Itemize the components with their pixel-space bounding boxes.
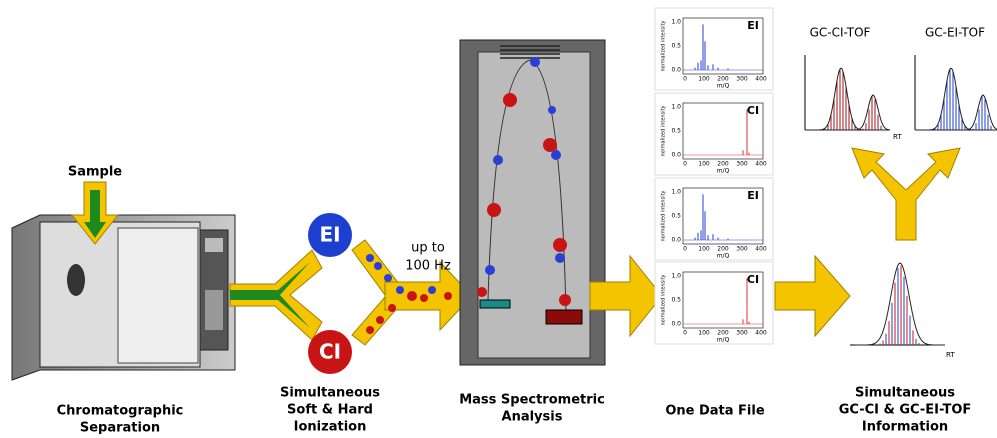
chrom-curve	[805, 94, 891, 131]
x-tick-label: 0	[683, 246, 687, 253]
spectrum-label: EI	[747, 189, 759, 202]
spectrum-axes	[682, 187, 764, 245]
result-label: Information	[862, 420, 948, 435]
spectrum-label: CI	[747, 273, 759, 286]
split-arrow-inner	[230, 262, 310, 328]
spectrum-label: EI	[747, 19, 759, 32]
y-tick-label: 0.5	[671, 213, 681, 220]
x-axis-label: m/Q	[717, 83, 730, 90]
y-tick-label: 1.0	[671, 104, 681, 111]
y-tick-label: 0.0	[671, 152, 681, 159]
ms-label: Analysis	[502, 410, 563, 425]
x-axis-label: m/Q	[717, 168, 730, 175]
y-axis-label: normalized intensity	[661, 105, 667, 156]
x-axis-label: m/Q	[717, 253, 730, 260]
rt-label: RT	[893, 133, 902, 141]
x-tick-label: 400	[755, 330, 767, 337]
spectrum-axes	[682, 17, 764, 75]
spectrum-panel	[654, 261, 774, 345]
x-tick-label: 300	[736, 76, 748, 83]
y-tick-label: 0.0	[671, 237, 681, 244]
x-tick-label: 300	[736, 161, 748, 168]
y-tick-label: 0.0	[671, 67, 681, 74]
ionization-label: Soft & Hard	[287, 403, 373, 418]
y-tick-label: 0.5	[671, 43, 681, 50]
x-tick-label: 200	[717, 330, 729, 337]
spectrum-label: CI	[747, 104, 759, 117]
x-tick-label: 300	[736, 330, 748, 337]
combined-curve	[854, 262, 946, 346]
x-tick-label: 0	[683, 161, 687, 168]
x-tick-label: 100	[698, 246, 710, 253]
ci-circle	[308, 330, 352, 374]
y-tick-label: 1.0	[671, 19, 681, 26]
gc-label: Chromatographic	[57, 404, 184, 419]
chrom-curve	[915, 94, 997, 131]
spectrum-panel	[654, 7, 774, 91]
x-tick-label: 200	[717, 246, 729, 253]
fork-arrow	[851, 147, 961, 241]
chrom-curve	[805, 67, 890, 131]
x-tick-label: 100	[698, 330, 710, 337]
to-file-arrow	[589, 254, 663, 338]
ionization-label: Simultaneous	[280, 386, 380, 401]
y-tick-label: 0.0	[671, 321, 681, 328]
rt-label: RT	[946, 351, 955, 359]
x-tick-label: 100	[698, 76, 710, 83]
ci-label: CI	[319, 340, 341, 364]
gc-instrument	[11, 214, 236, 381]
y-tick-label: 0.5	[671, 297, 681, 304]
result-label: Simultaneous	[855, 386, 955, 401]
x-axis-label: m/Q	[717, 337, 730, 344]
y-axis-label: normalized intensity	[661, 20, 667, 71]
x-tick-label: 300	[736, 246, 748, 253]
x-tick-label: 400	[755, 161, 767, 168]
rate-label: 100 Hz	[405, 259, 451, 274]
rate-label: up to	[411, 241, 445, 256]
y-tick-label: 0.5	[671, 128, 681, 135]
mass-spectrometer	[459, 39, 606, 366]
x-tick-label: 200	[717, 76, 729, 83]
ci-chrom-title: GC-CI-TOF	[810, 26, 871, 40]
x-tick-label: 400	[755, 246, 767, 253]
ei-label: EI	[319, 223, 340, 247]
sample-label: Sample	[68, 165, 122, 180]
result-label: GC-CI & GC-EI-TOF	[839, 403, 972, 418]
spectrum-axes	[682, 271, 764, 329]
x-tick-label: 400	[755, 76, 767, 83]
spectrum-panel	[654, 92, 774, 176]
to-result-arrow	[774, 254, 851, 338]
x-tick-label: 100	[698, 161, 710, 168]
spectrum-panel	[654, 177, 774, 261]
y-axis-label: normalized intensity	[661, 190, 667, 241]
ei-chrom-title: GC-EI-TOF	[925, 26, 985, 40]
ionization-label: Ionization	[294, 420, 367, 435]
data-file-label: One Data File	[665, 404, 765, 419]
x-tick-label: 0	[683, 76, 687, 83]
y-tick-label: 1.0	[671, 273, 681, 280]
gc-label: Separation	[80, 421, 160, 435]
y-tick-label: 1.0	[671, 189, 681, 196]
ms-label: Mass Spectrometric	[459, 393, 605, 408]
x-tick-label: 0	[683, 330, 687, 337]
y-axis-label: normalized intensity	[661, 274, 667, 325]
sample-arrow-inner	[84, 190, 106, 238]
spectrum-axes	[682, 102, 764, 160]
x-tick-label: 200	[717, 161, 729, 168]
ei-circle	[308, 213, 352, 257]
